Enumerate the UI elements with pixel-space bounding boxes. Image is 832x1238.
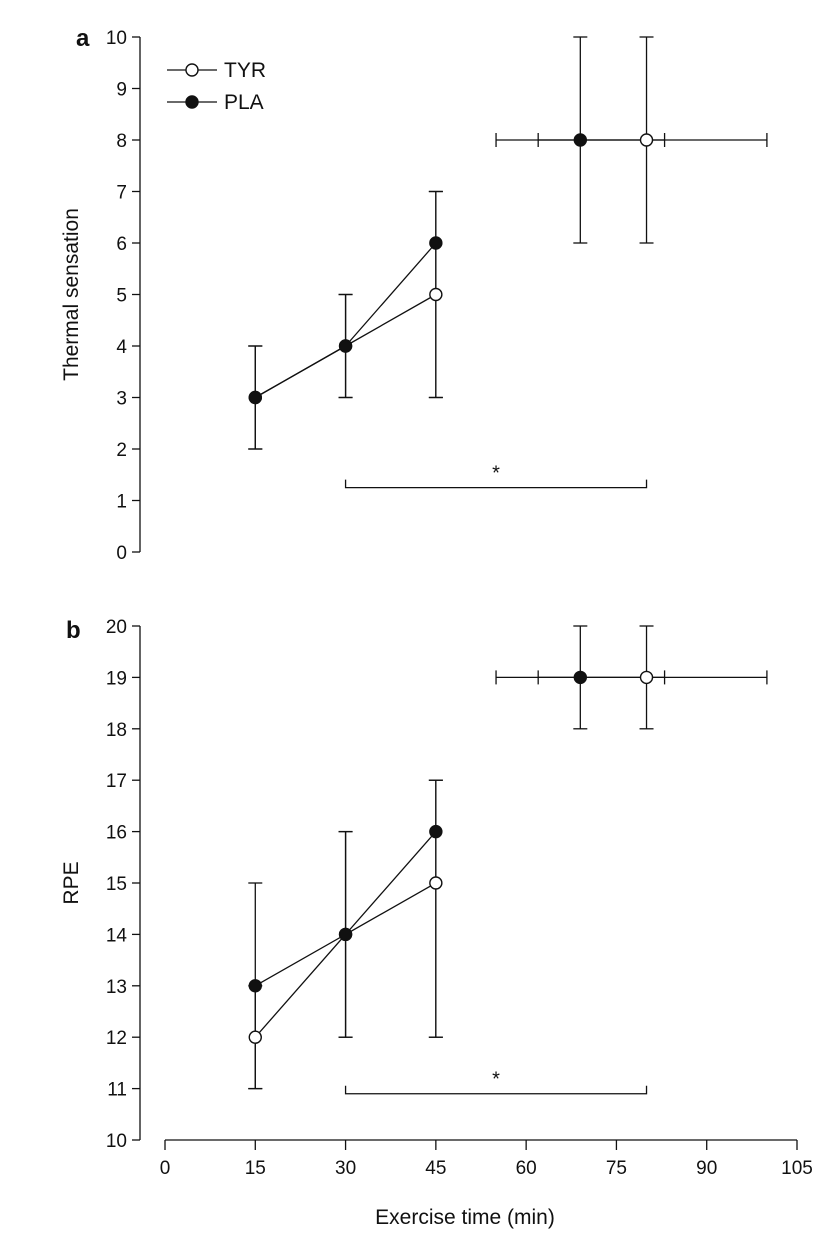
y-tick-label: 20 [106,617,127,638]
x-tick-label: 60 [516,1158,537,1179]
data-point-pla [248,979,262,993]
x-axis-label: Exercise time (min) [375,1206,555,1229]
data-point-pla [338,927,353,942]
x-tick-label: 75 [606,1158,627,1179]
y-tick-label: 4 [116,337,127,358]
y-tick-label: 15 [106,874,127,895]
y-tick-label: 7 [116,183,127,204]
x-tick-label: 90 [696,1158,717,1179]
end-point-tyr [639,670,654,685]
x-tick-label: 45 [425,1158,446,1179]
data-point-tyr [248,1030,262,1044]
y-tick-label: 1 [116,492,127,513]
y-tick-label: 14 [106,925,128,946]
legend-marker-tyr [185,63,199,77]
y-axis-label: Thermal sensation [60,208,83,381]
x-tick-label: 105 [781,1158,813,1179]
y-tick-label: 6 [116,234,127,255]
y-tick-label: 10 [106,1131,127,1152]
data-point-tyr [429,287,443,302]
panel-letter: a [76,25,90,52]
y-axis-label: RPE [60,861,83,904]
data-point-pla [248,390,262,405]
legend-label: TYR [224,59,266,82]
x-tick-label: 15 [245,1158,266,1179]
legend-marker-pla [185,95,199,109]
data-point-tyr [429,876,443,890]
y-tick-label: 8 [116,131,127,152]
data-point-pla [429,824,443,839]
end-point-tyr [639,133,654,147]
y-tick-label: 17 [106,771,127,792]
panel-a: a 0 1 2 3 4 5 6 7 8 9 10 Thermal sensation * TYR PLA [60,25,768,564]
y-tick-label: 16 [106,823,127,844]
significance-asterisk: * [492,1069,500,1091]
y-tick-label: 5 [116,286,127,307]
y-tick-label: 0 [116,543,127,564]
y-tick-label: 3 [116,389,127,410]
x-tick-label: 0 [160,1158,171,1179]
legend: TYR PLA [167,59,266,114]
legend-label: PLA [224,91,264,114]
end-point-pla [573,670,588,685]
y-tick-label: 2 [116,440,127,461]
end-point-pla [573,133,588,147]
panel-b: b 10 11 12 13 14 15 16 17 18 19 20 RPE 0 15 30 45 60 75 90 1… [60,617,813,1229]
y-tick-label: 9 [116,80,127,101]
panel-letter: b [66,617,81,644]
y-tick-label: 19 [106,668,127,689]
y-tick-label: 13 [106,977,127,998]
y-tick-label: 11 [107,1080,127,1101]
y-tick-label: 18 [106,720,127,741]
y-tick-label: 12 [106,1028,127,1049]
data-point-pla [338,339,353,353]
data-point-pla [429,236,443,250]
x-tick-label: 30 [335,1158,356,1179]
significance-bracket [344,479,648,489]
significance-asterisk: * [492,463,500,485]
significance-bracket [344,1085,648,1095]
y-tick-label: 10 [106,28,127,49]
